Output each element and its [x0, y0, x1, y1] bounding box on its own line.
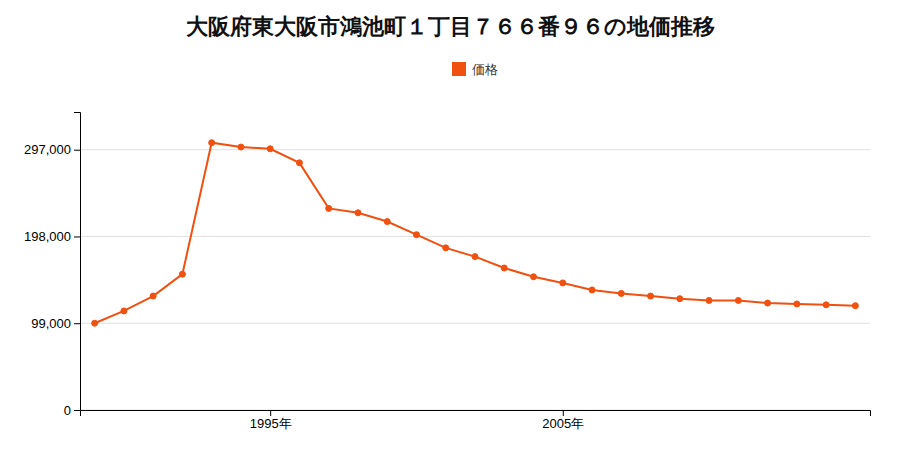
point: [413, 232, 419, 238]
x-tick: 2005年: [542, 410, 584, 431]
grid-line: [80, 236, 870, 237]
point: [706, 297, 712, 303]
point: [355, 210, 361, 216]
grid-line: [80, 323, 870, 324]
point: [121, 308, 127, 314]
y-tick-mark: [74, 236, 80, 237]
point: [267, 146, 273, 152]
point: [560, 280, 566, 286]
point: [238, 144, 244, 150]
y-tick-label: 198,000: [24, 229, 71, 244]
y-tick: 297,000: [24, 142, 80, 157]
point: [179, 271, 185, 277]
point: [589, 287, 595, 293]
x-axis-line: [81, 411, 871, 417]
x-tick-label: 2005年: [542, 416, 584, 431]
chart-container: 大阪府東大阪市鴻池町１丁目７６６番９６の地価推移 1995年 2005年 0 99,00…: [0, 0, 900, 450]
y-tick-label: 0: [64, 403, 71, 418]
y-tick: 99,000: [31, 316, 80, 331]
y-tick-mark: [74, 410, 80, 411]
point: [443, 245, 449, 251]
point: [794, 301, 800, 307]
point: [501, 265, 507, 271]
legend-label: 価格: [472, 62, 498, 77]
point: [150, 293, 156, 299]
point: [326, 205, 332, 211]
point: [735, 297, 741, 303]
y-axis: 0 99,000 198,000 297,000: [24, 113, 81, 418]
legend-item: 価格: [452, 62, 498, 77]
y-tick-mark: [74, 323, 80, 324]
y-axis-line: [74, 113, 81, 411]
y-tick-mark: [74, 150, 80, 151]
x-axis: 1995年 2005年: [81, 410, 871, 431]
marks: [92, 140, 859, 327]
x-tick: 1995年: [250, 410, 292, 431]
point: [765, 300, 771, 306]
point: [677, 296, 683, 302]
point: [296, 160, 302, 166]
point: [531, 274, 537, 280]
y-tick: 198,000: [24, 229, 80, 244]
legend: 価格: [452, 62, 498, 77]
plot: 1995年 2005年 0 99,000 198,000 297,000: [24, 113, 871, 432]
y-tick-label: 297,000: [24, 142, 71, 157]
point: [472, 254, 478, 260]
line: [95, 143, 856, 324]
point: [823, 302, 829, 308]
point: [852, 303, 858, 309]
point: [209, 140, 215, 146]
y-tick-label: 99,000: [31, 316, 71, 331]
legend-swatch: [452, 62, 466, 76]
x-tick-label: 1995年: [250, 416, 292, 431]
title: 大阪府東大阪市鴻池町１丁目７６６番９６の地価推移: [186, 14, 715, 39]
x-tick-mark: [563, 410, 564, 416]
y-tick: 0: [64, 403, 80, 418]
point: [384, 219, 390, 225]
point: [92, 320, 98, 326]
point: [618, 290, 624, 296]
grid-line: [80, 149, 870, 150]
grid: [80, 150, 870, 410]
point: [648, 293, 654, 299]
chart: 大阪府東大阪市鴻池町１丁目７６６番９６の地価推移 1995年 2005年 0 99,00…: [0, 0, 900, 450]
x-tick-mark: [270, 410, 271, 416]
